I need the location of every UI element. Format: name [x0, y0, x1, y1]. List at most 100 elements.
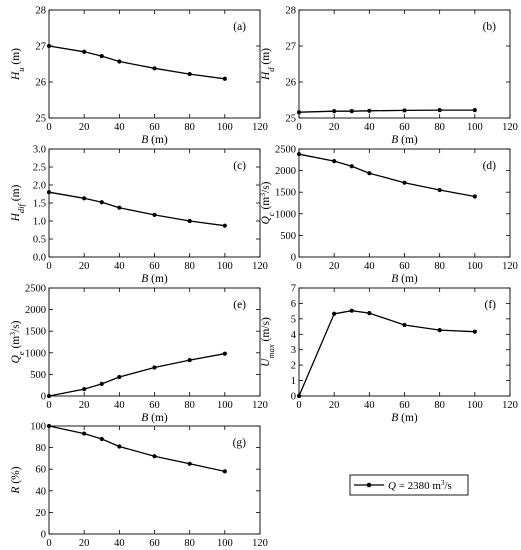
x-axis-label: B (m): [141, 134, 168, 146]
y-axis-label: Qc (m3/s): [258, 181, 277, 224]
data-point: [46, 423, 52, 429]
data-point: [117, 444, 122, 449]
chart-panel-6: 0 20 40 60 80 100 120 0 1 2 3 4 5 6 7 B (m) Umax (m/s) (f…: [260, 284, 518, 425]
y-axis-label: Umax (m/s): [260, 317, 276, 367]
x-axis-unit: (m): [148, 412, 168, 424]
x-tick-label: 60: [149, 261, 160, 272]
x-tick-label: 80: [184, 400, 195, 411]
x-tick-label: 40: [114, 400, 125, 411]
x-axis-unit: (m): [148, 273, 168, 285]
data-point: [117, 59, 122, 64]
data-point: [402, 108, 407, 113]
x-tick-label: 120: [502, 261, 518, 272]
y-axis-label: Hdif (m): [10, 184, 26, 222]
chart-panel-4: 0 20 40 60 80 100 120 0 500 1000 1500 2000 2500 B (m)…: [258, 145, 518, 286]
y-tick-label: 5: [291, 314, 296, 325]
x-tick-label: 100: [217, 261, 233, 272]
data-point: [332, 311, 337, 316]
x-tick-label: 20: [79, 538, 90, 549]
panel-label: (f): [485, 299, 497, 311]
y-axis-var: Q: [260, 216, 272, 225]
legend-sup: 3: [441, 479, 445, 487]
y-tick-label: 2.0: [33, 181, 46, 192]
y-axis-var: R: [10, 487, 22, 495]
y-axis-var: H: [260, 71, 272, 81]
plot-frame: [48, 9, 261, 119]
x-tick-label: 0: [46, 261, 51, 272]
y-axis-tail: /s): [260, 181, 272, 193]
x-tick-label: 20: [329, 400, 340, 411]
x-tick-label: 100: [467, 400, 483, 411]
x-tick-label: 120: [252, 538, 268, 549]
x-axis-label: B (m): [391, 273, 418, 285]
x-axis-var: B: [391, 273, 398, 285]
data-point: [332, 158, 337, 164]
legend-text: = 2380 m: [396, 480, 441, 492]
data-point: [152, 365, 157, 370]
y-tick-label: 1.0: [33, 217, 46, 228]
x-tick-label: 20: [329, 261, 340, 272]
x-tick-label: 120: [252, 261, 268, 272]
y-tick-label: 4: [291, 330, 297, 341]
y-axis-sup: 3: [8, 332, 17, 336]
x-tick-label: 80: [434, 261, 445, 272]
series-line: [298, 153, 475, 198]
y-tick-label: 500: [30, 370, 46, 381]
x-axis-var: B: [391, 134, 398, 146]
y-tick-label: 3.0: [33, 145, 46, 156]
series-line: [48, 45, 225, 80]
x-tick-label: 60: [399, 400, 410, 411]
data-point: [46, 190, 52, 195]
y-axis-unit: (m): [10, 48, 22, 68]
x-tick-label: 80: [434, 122, 445, 133]
y-axis-label: R (%): [10, 466, 22, 494]
y-tick-label: 2000: [275, 166, 296, 177]
data-point: [187, 461, 192, 466]
plot-frame: [298, 148, 511, 258]
y-tick-label: 7: [291, 284, 296, 295]
y-axis-sub: u: [16, 67, 26, 71]
data-point: [472, 194, 477, 199]
x-tick-label: 40: [364, 261, 375, 272]
data-point: [117, 205, 122, 210]
data-point: [437, 328, 442, 333]
panel-label: (e): [233, 299, 246, 311]
y-axis-label: Hd (m): [260, 48, 276, 81]
y-tick-label: 0: [41, 392, 46, 403]
y-axis-var: H: [10, 71, 22, 81]
data-point: [367, 171, 372, 176]
plot-frame: [298, 287, 511, 397]
y-axis-unit: (m): [260, 48, 272, 68]
data-point: [187, 218, 192, 224]
legend-box: [349, 474, 469, 496]
y-tick-label: 40: [36, 486, 47, 497]
x-tick-label: 100: [217, 122, 233, 133]
x-tick-label: 100: [217, 538, 233, 549]
x-tick-label: 100: [217, 400, 233, 411]
data-point: [46, 43, 52, 49]
series-line: [48, 353, 225, 397]
data-point: [82, 386, 87, 392]
y-axis-var: H: [10, 212, 22, 222]
x-tick-label: 80: [434, 400, 445, 411]
y-tick-label: 1000: [25, 348, 46, 359]
y-axis-sub: c: [266, 212, 276, 216]
series-line: [48, 425, 225, 473]
data-point: [99, 436, 104, 442]
panel-label: (d): [483, 160, 497, 172]
data-point: [367, 311, 372, 316]
y-tick-label: 25: [36, 114, 47, 125]
data-point: [187, 358, 192, 363]
y-tick-label: 0: [291, 392, 296, 403]
x-axis-unit: (m): [398, 412, 418, 424]
y-tick-label: 26: [286, 78, 297, 89]
y-tick-label: 3: [291, 345, 296, 356]
y-tick-label: 28: [36, 6, 47, 17]
data-point: [82, 196, 87, 201]
y-axis-var: Q: [10, 355, 22, 364]
x-axis-unit: (m): [148, 134, 168, 146]
x-axis-unit: (m): [398, 134, 418, 146]
y-axis-sup: 3: [258, 193, 267, 197]
